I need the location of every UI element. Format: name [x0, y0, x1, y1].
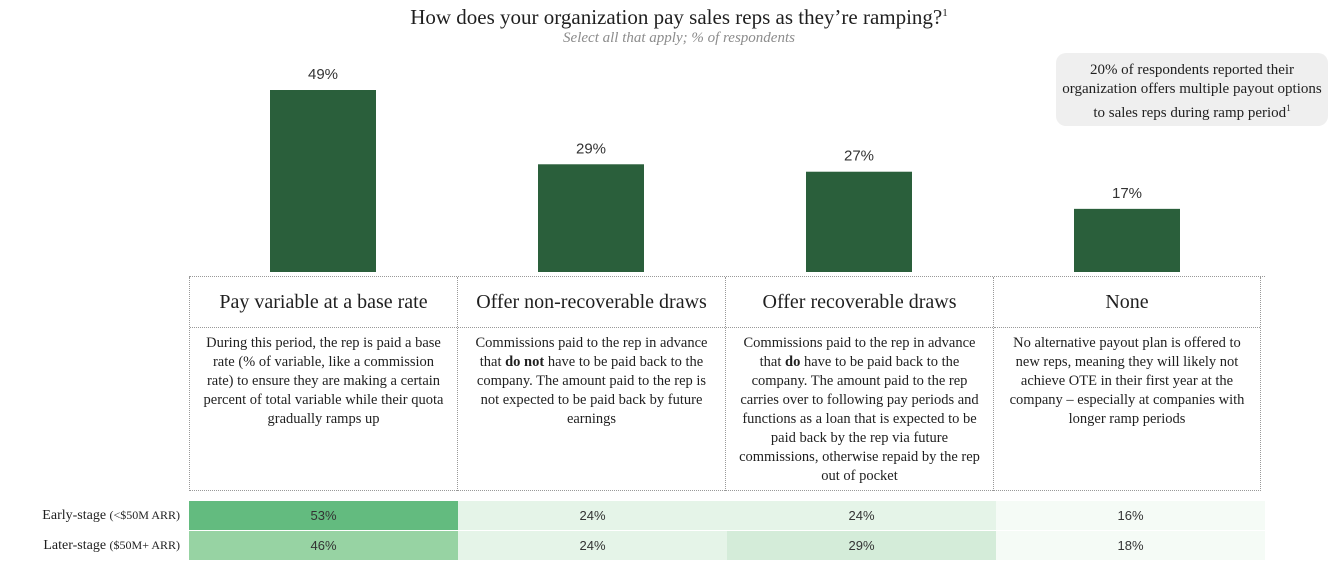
heat-cell: 24% [458, 531, 727, 560]
description-fragment: have to be paid back to the company. The… [476, 354, 707, 427]
category-column: Pay variable at a base rate During this … [189, 277, 457, 491]
callout-footnote: 1 [1286, 103, 1291, 113]
row-label-qualifier: ($50M+ ARR) [109, 538, 180, 552]
callout-box: 20% of respondents reported their organi… [1056, 53, 1328, 126]
category-column: None No alternative payout plan is offer… [993, 277, 1261, 491]
heat-cell: 24% [458, 501, 727, 530]
row-label-text: Later-stage [43, 538, 107, 553]
heat-cell: 16% [996, 501, 1265, 530]
description-fragment: do [785, 354, 801, 370]
bar-value-label: 27% [844, 148, 874, 165]
category-description: No alternative payout plan is offered to… [994, 328, 1260, 429]
bar-value-label: 49% [308, 66, 338, 83]
heat-cell: 24% [727, 501, 996, 530]
callout-text: 20% of respondents reported their organi… [1062, 62, 1322, 121]
bar-chart: 49% 29% 27% 17% [270, 66, 1180, 272]
heat-cell: 18% [996, 531, 1265, 560]
chart-title-text: How does your organization pay sales rep… [410, 5, 943, 29]
description-fragment: have to be paid back to the company. The… [739, 354, 980, 484]
bar [270, 90, 376, 272]
chart-subtitle: Select all that apply; % of respondents [563, 30, 795, 46]
chart-title: How does your organization pay sales rep… [0, 5, 1330, 30]
bar [1074, 208, 1180, 272]
row-label-text: Early-stage [42, 508, 107, 523]
category-name: Offer non-recoverable draws [458, 277, 725, 328]
category-column: Offer non-recoverable draws Commissions … [457, 277, 725, 491]
row-label-early-stage: Early-stage (<$50M ARR) [0, 508, 180, 524]
description-fragment: do not [505, 354, 545, 370]
category-description: Commissions paid to the rep in advance t… [458, 328, 725, 429]
bar-value-label: 29% [576, 140, 606, 157]
category-columns: Pay variable at a base rate During this … [189, 276, 1265, 491]
category-name: Pay variable at a base rate [190, 277, 457, 328]
title-footnote: 1 [942, 7, 948, 19]
row-label-qualifier: (<$50M ARR) [109, 508, 180, 522]
description-fragment: Commissions paid to the rep in advance t… [475, 335, 708, 370]
description-fragment: Commissions paid to the rep in advance t… [743, 335, 976, 370]
category-column: Offer recoverable draws Commissions paid… [725, 277, 993, 491]
description-fragment: No alternative payout plan is offered to… [1009, 335, 1245, 427]
category-description: Commissions paid to the rep in advance t… [726, 328, 993, 486]
heat-cell: 29% [727, 531, 996, 560]
row-label-later-stage: Later-stage ($50M+ ARR) [0, 538, 180, 554]
category-description: During this period, the rep is paid a ba… [190, 328, 457, 429]
heat-cell: 46% [189, 531, 458, 560]
heat-cell: 53% [189, 501, 458, 530]
bar [538, 164, 644, 272]
category-name: Offer recoverable draws [726, 277, 993, 328]
category-name: None [994, 277, 1260, 328]
bar-value-label: 17% [1112, 185, 1142, 202]
description-fragment: During this period, the rep is paid a ba… [203, 335, 444, 427]
bar [806, 171, 912, 272]
